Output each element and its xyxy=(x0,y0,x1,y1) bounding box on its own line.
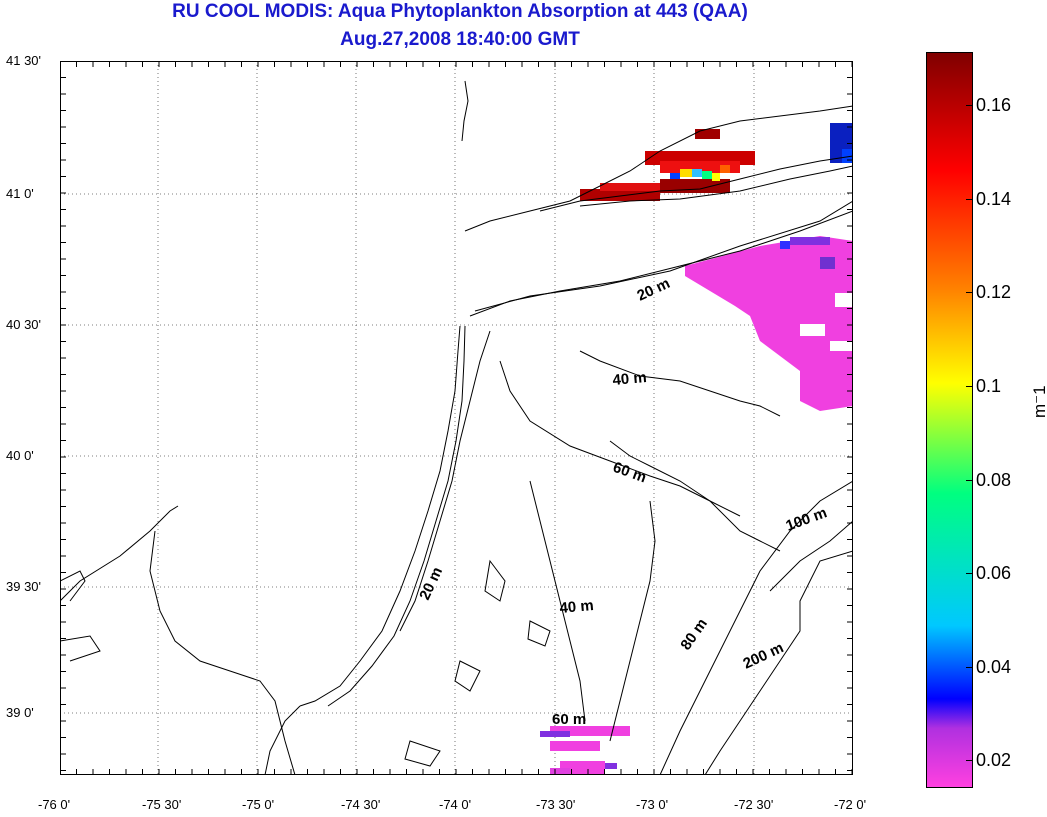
depth-contour-label: 200 m xyxy=(741,639,787,672)
y-tick-label: 39 0' xyxy=(6,705,34,720)
colorbar-tick-mark xyxy=(966,760,972,761)
colorbar xyxy=(926,52,973,788)
x-tick-label: -76 0' xyxy=(38,797,71,812)
phytoplankton-pixels-south xyxy=(540,726,630,775)
depth-contour-label: 40 m xyxy=(612,369,648,389)
colorbar-tick-mark xyxy=(966,573,972,574)
map-frame-ticks xyxy=(60,61,853,775)
colorbar-tick-label: 0.12 xyxy=(976,282,1012,302)
depth-contour-label: 40 m xyxy=(559,597,595,617)
x-tick-label: -72 30' xyxy=(734,797,774,812)
colorbar-tick-label: 0.02 xyxy=(976,750,1012,770)
phytoplankton-pixels-sound xyxy=(580,123,853,201)
depth-contour-label: 60 m xyxy=(552,711,586,728)
colorbar-tick-mark xyxy=(966,386,972,387)
colorbar-tick-mark xyxy=(966,105,972,106)
colorbar-unit-label: m⁻1 xyxy=(1030,385,1047,418)
map-title: RU COOL MODIS: Aqua Phytoplankton Absorp… xyxy=(172,1,748,22)
colorbar-tick-mark xyxy=(966,199,972,200)
depth-contour-label: 80 m xyxy=(677,616,711,654)
y-tick-label: 40 30' xyxy=(6,317,42,332)
colorbar-tick-mark xyxy=(966,667,972,668)
map-subtitle: Aug.27,2008 18:40:00 GMT xyxy=(340,29,580,50)
colorbar-tick-label: 0.08 xyxy=(976,470,1012,490)
coastline xyxy=(60,80,853,775)
y-tick-label: 39 30' xyxy=(6,579,42,594)
colorbar-tick-label: 0.06 xyxy=(976,563,1012,583)
colorbar-tick-label: 0.04 xyxy=(976,657,1012,677)
colorbar-tick-mark xyxy=(966,480,972,481)
colorbar-tick-label: 0.16 xyxy=(976,95,1012,115)
x-tick-label: -73 0' xyxy=(636,797,669,812)
y-tick-label: 41 30' xyxy=(6,53,42,68)
x-tick-label: -75 0' xyxy=(242,797,275,812)
colorbar-tick-mark xyxy=(966,292,972,293)
colorbar-tick-label: 0.1 xyxy=(976,376,1002,396)
x-tick-label: -72 0' xyxy=(834,797,867,812)
x-tick-label: -74 30' xyxy=(341,797,381,812)
map-plot-area: 20 m 40 m 60 m 20 m 40 m 100 m 80 m 200 m 60 m xyxy=(60,61,853,775)
y-tick-label: 41 0' xyxy=(6,186,34,201)
graticule xyxy=(60,61,853,775)
depth-contour-label: 100 m xyxy=(784,504,830,535)
phytoplankton-gaps xyxy=(800,293,853,351)
x-tick-label: -75 30' xyxy=(142,797,182,812)
x-tick-label: -74 0' xyxy=(439,797,472,812)
colorbar-tick-label: 0.14 xyxy=(976,189,1012,209)
y-tick-label: 40 0' xyxy=(6,448,34,463)
phytoplankton-pixels-offshore xyxy=(685,236,853,411)
x-tick-label: -73 30' xyxy=(536,797,576,812)
depth-contour-label: 20 m xyxy=(635,275,673,305)
